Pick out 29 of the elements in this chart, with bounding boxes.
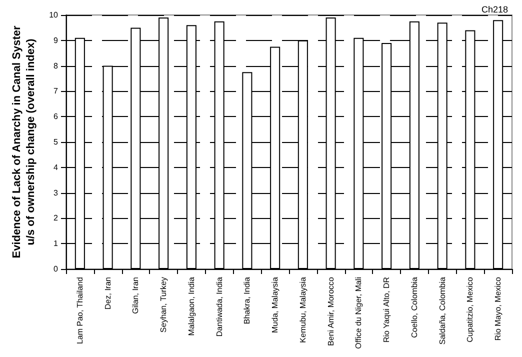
y-tick-label: 8 bbox=[54, 61, 59, 70]
y-tick-label: 0 bbox=[54, 264, 59, 274]
x-tick-label: Saldaña, Colombia bbox=[438, 276, 447, 345]
x-tick-label: Kemubu, Malaysia bbox=[298, 276, 308, 343]
x-tick-label: Cupatitzio, Mexico bbox=[466, 276, 475, 342]
y-axis-title: Evidence of Lack of Anarchy in Canal Syster u/s of ownership change (overall index) bbox=[11, 25, 38, 258]
x-tick-label: Coello, Colombia bbox=[410, 276, 419, 338]
x-tick-label: Beni Amir, Morocco bbox=[326, 276, 336, 346]
x-tick-label: Dez, Iran bbox=[103, 277, 112, 310]
x-tick-label: Bhakra, India bbox=[242, 276, 252, 324]
y-tick-label: 1 bbox=[54, 239, 59, 248]
y-tick-label: 4 bbox=[54, 162, 59, 172]
x-tick-label: Seyhan, Turkey bbox=[159, 277, 168, 333]
text: Ch218 bbox=[481, 4, 508, 14]
x-tick-label: Malalgaon, India bbox=[186, 276, 196, 336]
x-tick-label: Lam Pao, Thailand bbox=[75, 277, 84, 344]
x-tick-label: Muda, Malaysia bbox=[270, 276, 280, 334]
y-tick-label: 7 bbox=[54, 86, 59, 96]
x-tick-label: Gilan, Iran bbox=[131, 277, 140, 314]
y-tick-label: 2 bbox=[54, 214, 59, 223]
y-tick-label: 9 bbox=[54, 36, 59, 45]
x-tick-label: Dantiwada, India bbox=[214, 276, 224, 337]
y-tick-label: 5 bbox=[54, 138, 59, 146]
y-tick-label: 6 bbox=[54, 112, 59, 122]
x-tick-label: Office du Niger, Mali bbox=[354, 276, 364, 349]
y-tick-label: 10 bbox=[49, 10, 59, 20]
x-tick-label: Rio Yaqui Alto, DR bbox=[382, 276, 392, 343]
y-tick-label: 3 bbox=[54, 188, 59, 198]
x-tick-label: Rio Mayo, Mexico bbox=[494, 276, 503, 341]
